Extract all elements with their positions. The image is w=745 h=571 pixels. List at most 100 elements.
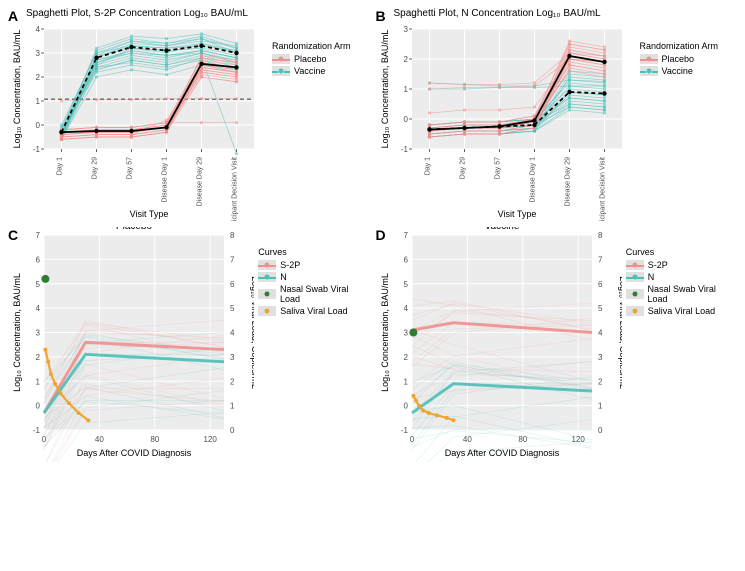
- legend-item: Placebo: [272, 54, 351, 64]
- legend-item: Nasal Swab Viral Load: [626, 284, 737, 304]
- svg-text:3: 3: [403, 25, 408, 34]
- legend-item: N: [258, 272, 369, 282]
- svg-text:Disease Day 29: Disease Day 29: [564, 157, 571, 207]
- legend-a: Randomization Arm PlaceboVaccine: [272, 41, 351, 78]
- svg-text:7: 7: [598, 255, 603, 264]
- panel-c-label: C: [8, 227, 18, 243]
- svg-text:Placebo: Placebo: [116, 227, 153, 232]
- svg-text:3: 3: [403, 329, 408, 338]
- svg-text:2: 2: [230, 377, 235, 386]
- svg-text:8: 8: [230, 231, 235, 240]
- svg-text:80: 80: [150, 435, 159, 444]
- svg-text:Day 57: Day 57: [127, 157, 134, 179]
- svg-text:3: 3: [36, 329, 41, 338]
- svg-text:0: 0: [36, 121, 41, 130]
- svg-text:Log₁₀ Concentration, BAU/mL: Log₁₀ Concentration, BAU/mL: [380, 273, 390, 392]
- svg-text:3: 3: [230, 353, 235, 362]
- svg-text:Day 57: Day 57: [494, 157, 501, 179]
- svg-text:Log₁₀ Concentration, BAU/mL: Log₁₀ Concentration, BAU/mL: [380, 30, 390, 149]
- svg-text:Log₁₀ Viral Load, Copies/mL: Log₁₀ Viral Load, Copies/mL: [250, 276, 254, 389]
- panel-b-label: B: [376, 8, 386, 24]
- svg-text:Disease Day 1: Disease Day 1: [162, 157, 169, 203]
- svg-text:5: 5: [36, 280, 41, 289]
- svg-text:3: 3: [36, 49, 41, 58]
- svg-text:4: 4: [230, 329, 235, 338]
- svg-text:4: 4: [403, 304, 408, 313]
- panel-b-plot: -10123Day 1Day 29Day 57Disease Day 1Dise…: [376, 21, 636, 221]
- svg-text:-1: -1: [33, 426, 41, 435]
- svg-text:7: 7: [230, 255, 235, 264]
- svg-text:5: 5: [230, 304, 235, 313]
- svg-text:5: 5: [403, 280, 408, 289]
- panel-a-title: Spaghetti Plot, S-2P Concentration Log₁₀…: [26, 8, 370, 19]
- legend-item: Saliva Viral Load: [626, 306, 737, 316]
- svg-text:4: 4: [598, 329, 603, 338]
- svg-text:2: 2: [403, 353, 408, 362]
- svg-text:Participant Decision Visit: Participant Decision Visit: [232, 157, 239, 221]
- legend-c-title: Curves: [258, 247, 369, 257]
- svg-text:2: 2: [403, 55, 408, 64]
- panel-d-plot: -10123456704080120012345678Log₁₀ Concent…: [376, 227, 622, 462]
- svg-text:4: 4: [36, 25, 41, 34]
- svg-text:1: 1: [598, 402, 603, 411]
- svg-text:6: 6: [598, 280, 603, 289]
- svg-text:Disease Day 1: Disease Day 1: [529, 157, 536, 203]
- panel-a-plot: -1 0 1 2 3 4 Day 1 Day 29 Day 57 Disease Day 1 Dis…: [8, 21, 268, 221]
- svg-text:Day 29: Day 29: [459, 157, 466, 179]
- svg-text:0: 0: [230, 426, 235, 435]
- svg-text:40: 40: [462, 435, 471, 444]
- panel-c: C -10123456704080120012345678Log₁₀ Conce…: [8, 227, 370, 462]
- figure-grid: A Spaghetti Plot, S-2P Concentration Log…: [8, 8, 737, 462]
- svg-text:0: 0: [403, 115, 408, 124]
- svg-text:Day 29: Day 29: [92, 157, 99, 179]
- svg-text:Vaccine: Vaccine: [484, 227, 519, 232]
- legend-item: Saliva Viral Load: [258, 306, 369, 316]
- svg-text:6: 6: [36, 255, 41, 264]
- svg-text:Visit Type: Visit Type: [130, 209, 169, 219]
- svg-text:2: 2: [36, 73, 41, 82]
- legend-b: Randomization Arm Placebo Vaccine: [640, 41, 719, 78]
- svg-text:4: 4: [36, 304, 41, 313]
- svg-text:Disease Day 29: Disease Day 29: [197, 157, 204, 207]
- svg-text:0: 0: [409, 435, 414, 444]
- legend-c: Curves S-2PNNasal Swab Viral LoadSaliva …: [258, 247, 369, 318]
- svg-text:-1: -1: [400, 145, 408, 154]
- svg-text:2: 2: [598, 377, 603, 386]
- svg-text:2: 2: [36, 353, 41, 362]
- svg-text:-1: -1: [33, 145, 41, 154]
- svg-text:Day 1: Day 1: [424, 157, 431, 175]
- legend-d-title: Curves: [626, 247, 737, 257]
- svg-text:0: 0: [403, 402, 408, 411]
- legend-a-title: Randomization Arm: [272, 41, 351, 51]
- svg-text:7: 7: [36, 231, 41, 240]
- svg-text:1: 1: [36, 377, 41, 386]
- svg-text:Log₁₀ Concentration, BAU/mL: Log₁₀ Concentration, BAU/mL: [12, 273, 22, 392]
- svg-text:1: 1: [230, 402, 235, 411]
- svg-text:-1: -1: [400, 426, 408, 435]
- svg-text:0: 0: [598, 426, 603, 435]
- legend-item: Placebo: [640, 54, 719, 64]
- svg-text:Visit Type: Visit Type: [497, 209, 536, 219]
- svg-text:Day 1: Day 1: [57, 157, 64, 175]
- legend-item: S-2P: [626, 260, 737, 270]
- panel-b-title: Spaghetti Plot, N Concentration Log₁₀ BA…: [394, 8, 738, 19]
- panel-a: A Spaghetti Plot, S-2P Concentration Log…: [8, 8, 370, 221]
- panel-a-label: A: [8, 8, 18, 24]
- legend-item: Vaccine: [640, 66, 719, 76]
- svg-text:Log₁₀ Viral Load, Copies/mL: Log₁₀ Viral Load, Copies/mL: [618, 276, 622, 389]
- svg-text:7: 7: [403, 231, 408, 240]
- legend-item: Nasal Swab Viral Load: [258, 284, 369, 304]
- svg-text:Days After COVID Diagnosis: Days After COVID Diagnosis: [77, 448, 192, 458]
- svg-text:5: 5: [598, 304, 603, 313]
- svg-text:8: 8: [598, 231, 603, 240]
- svg-text:1: 1: [36, 97, 41, 106]
- legend-b-title: Randomization Arm: [640, 41, 719, 51]
- svg-text:3: 3: [598, 353, 603, 362]
- panel-d-label: D: [376, 227, 386, 243]
- panel-c-plot: -10123456704080120012345678Log₁₀ Concent…: [8, 227, 254, 462]
- svg-text:Days After COVID Diagnosis: Days After COVID Diagnosis: [444, 448, 559, 458]
- svg-text:6: 6: [403, 255, 408, 264]
- panel-d: D -10123456704080120012345678Log₁₀ Conce…: [376, 227, 738, 462]
- svg-text:1: 1: [403, 377, 408, 386]
- svg-text:120: 120: [203, 435, 217, 444]
